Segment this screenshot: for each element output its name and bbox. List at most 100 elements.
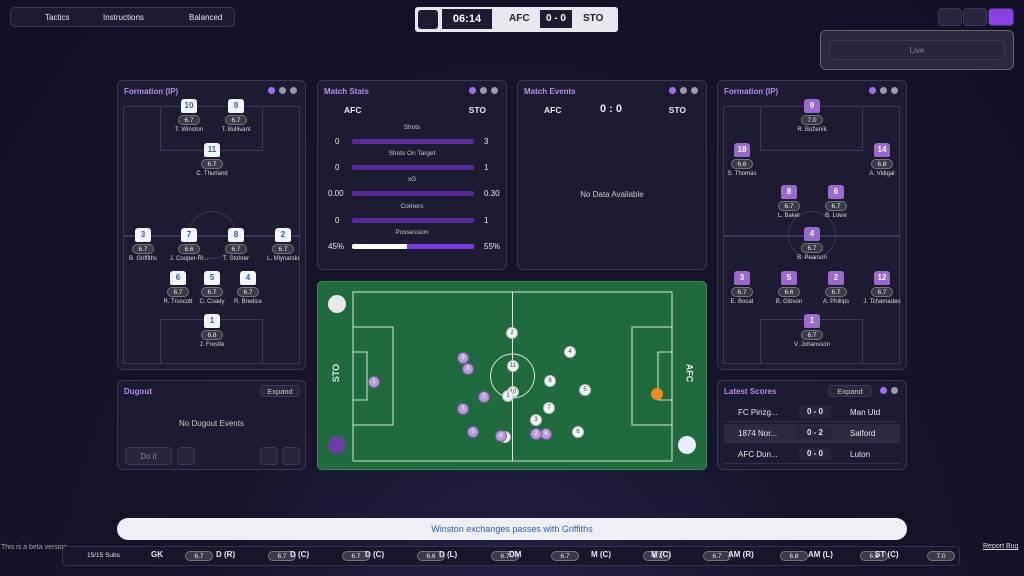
player-name: C. Thurland [196,171,228,177]
player-marker[interactable]: 4 [495,430,507,442]
player-marker[interactable]: 1 [502,390,514,402]
instructions-button[interactable]: Instructions [103,13,144,22]
panel-controls[interactable] [880,387,898,394]
formation-panel: Formation (IP) 10 6.7 T. Winston 9 6.7 T. Bul… [117,80,306,370]
player-marker[interactable]: 6 [572,426,584,438]
panel-title: Formation (IP) [724,87,779,96]
player-marker[interactable]: 7 [478,391,490,403]
empty-message: No Dugout Events [179,419,244,428]
player-marker[interactable]: 2 [506,327,518,339]
player-rating: 6.7 [801,330,823,340]
cancel-button[interactable] [177,447,195,465]
score-row[interactable]: FC Pinzg... 0 - 0 Man Utd [724,403,900,422]
player-marker[interactable]: 1 [368,376,380,388]
live-button[interactable]: Live [909,45,925,55]
panel-controls[interactable] [268,87,297,94]
player-name: A. Vidigal [869,171,895,177]
position-rating: 6.6 [860,551,888,561]
stat-bar [352,191,474,196]
expand-button[interactable]: Expand [828,385,872,397]
prev-button[interactable] [260,447,278,465]
player-rating: 6.7 [201,159,223,169]
settings-button[interactable] [938,8,962,26]
player-shirt[interactable]: 7 [181,228,197,242]
do-it-button[interactable]: Do it [125,447,172,465]
stat-label: xG [407,176,417,183]
player-marker[interactable]: 8 [544,375,556,387]
player-marker[interactable]: 9 [457,352,469,364]
stat-label: Shots [403,124,421,131]
player-marker[interactable]: 3 [530,414,542,426]
position-label: D (R) [216,550,236,559]
pitch-lines [328,291,696,462]
position-label: D (L) [439,550,458,559]
player-marker[interactable]: 5 [579,384,591,396]
pause-button[interactable] [988,8,1014,26]
player-rating: 7.0 [801,115,823,125]
player-shirt[interactable]: 8 [781,185,797,199]
player-name: B. Gibson [775,299,803,305]
player-name: C. Coady [199,299,225,305]
panel-controls[interactable] [669,87,698,94]
player-marker[interactable]: 11 [507,360,519,372]
player-shirt[interactable]: 9 [228,99,244,113]
tactics-button[interactable]: Tactics [45,13,70,22]
player-shirt[interactable]: 8 [228,228,244,242]
away-team: STO [668,105,686,115]
player-rating: 6.7 [871,287,893,297]
player-name: J. Frestle [199,342,225,348]
stat-label: Possession [395,229,429,236]
player-shirt[interactable]: 4 [240,271,256,285]
panel-title: Formation (IP) [124,87,179,96]
player-shirt[interactable]: 2 [275,228,291,242]
player-marker[interactable]: 8 [462,363,474,375]
player-shirt[interactable]: 2 [828,271,844,285]
player-shirt[interactable]: 5 [204,271,220,285]
player-rating: 6.7 [825,201,847,211]
result: 0 - 2 [799,427,831,439]
player-rating: 6.7 [272,244,294,254]
player-name: S. Thomas [727,171,757,177]
commentary-bar: Winston exchanges passes with Griffiths [117,518,907,540]
player-name: L. Mlynarski [266,256,299,262]
next-button[interactable] [282,447,300,465]
player-shirt[interactable]: 9 [804,99,820,113]
player-shirt[interactable]: 6 [170,271,186,285]
player-shirt[interactable]: 12 [874,271,890,285]
expand-button[interactable]: Expand [260,385,300,397]
player-marker[interactable]: 7 [543,402,555,414]
panel-controls[interactable] [469,87,498,94]
more-button[interactable] [963,8,987,26]
player-shirt[interactable]: 11 [204,143,220,157]
panel-title: Match Events [524,87,576,96]
player-marker[interactable]: 4 [564,346,576,358]
mentality-dropdown[interactable]: Balanced [189,13,223,22]
player-shirt[interactable]: 3 [734,271,750,285]
player-marker[interactable]: 3 [457,403,469,415]
position-rating: 6.8 [780,551,808,561]
player-rating: 6.7 [801,243,823,253]
player-shirt[interactable]: 18 [734,143,750,157]
player-marker[interactable]: 5 [467,426,479,438]
position-label: D (C) [365,550,385,559]
player-shirt[interactable]: 5 [781,271,797,285]
player-shirt[interactable]: 14 [874,143,890,157]
player-shirt[interactable]: 3 [135,228,151,242]
possession-fill [352,244,407,249]
score-row[interactable]: AFC Dun... 0 - 0 Luton [724,445,900,464]
panel-controls[interactable] [869,87,898,94]
position-rating: 6.7 [185,551,213,561]
player-name: E. Bocat [730,299,754,305]
player-shirt[interactable]: 1 [204,314,220,328]
stat-bar [352,139,474,144]
player-shirt[interactable]: 10 [181,99,197,113]
player-rating: 6.7 [201,287,223,297]
player-shirt[interactable]: 6 [828,185,844,199]
report-bug-link[interactable]: Report Bug [983,543,1019,550]
player-shirt[interactable]: 4 [804,227,820,241]
player-name: T. Stohrer [222,256,249,262]
score-row[interactable]: 1874 Nor... 0 - 2 Salford [724,424,900,443]
player-rating: 6.8 [201,330,223,340]
player-marker[interactable]: 2 [530,428,542,440]
player-shirt[interactable]: 1 [804,314,820,328]
